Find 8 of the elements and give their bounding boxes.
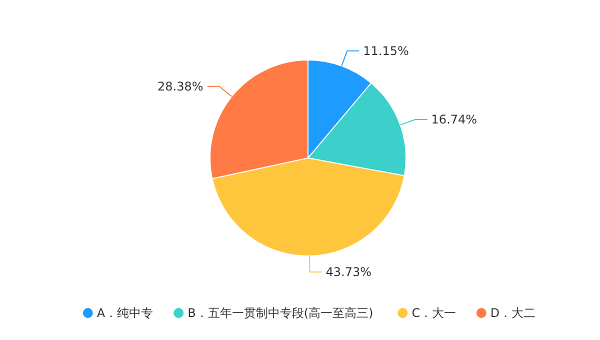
legend-label: C．大一 [412, 306, 456, 320]
data-label: 11.15% [363, 44, 409, 58]
data-label: 16.74% [431, 112, 478, 127]
data-label: 28.38% [158, 79, 204, 94]
legend-label: B．五年一贯制中专段(高一至高三) [188, 306, 374, 320]
data-label: 43.73% [326, 264, 372, 279]
legend-label: A．纯中专 [96, 306, 154, 320]
legend-label: D．大二 [490, 306, 536, 320]
